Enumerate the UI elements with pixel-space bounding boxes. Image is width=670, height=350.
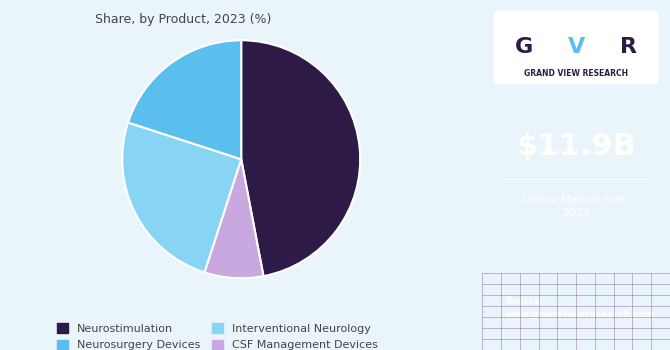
Text: G: G xyxy=(515,37,533,57)
Text: GRAND VIEW RESEARCH: GRAND VIEW RESEARCH xyxy=(524,69,628,78)
Text: Global Market Size,
2023: Global Market Size, 2023 xyxy=(523,195,630,218)
Text: Share, by Product, 2023 (%): Share, by Product, 2023 (%) xyxy=(95,14,272,27)
Text: Source:
www.grandviewresearch.com: Source: www.grandviewresearch.com xyxy=(505,297,655,319)
Legend: Neurostimulation, Neurosurgery Devices, Interventional Neurology, CSF Management: Neurostimulation, Neurosurgery Devices, … xyxy=(52,318,383,350)
FancyBboxPatch shape xyxy=(494,10,659,84)
Text: R: R xyxy=(620,37,637,57)
Wedge shape xyxy=(241,40,360,276)
Wedge shape xyxy=(204,159,263,278)
Text: V: V xyxy=(567,37,585,57)
Text: $11.9B: $11.9B xyxy=(517,133,636,161)
Wedge shape xyxy=(128,40,241,159)
Wedge shape xyxy=(122,122,241,272)
